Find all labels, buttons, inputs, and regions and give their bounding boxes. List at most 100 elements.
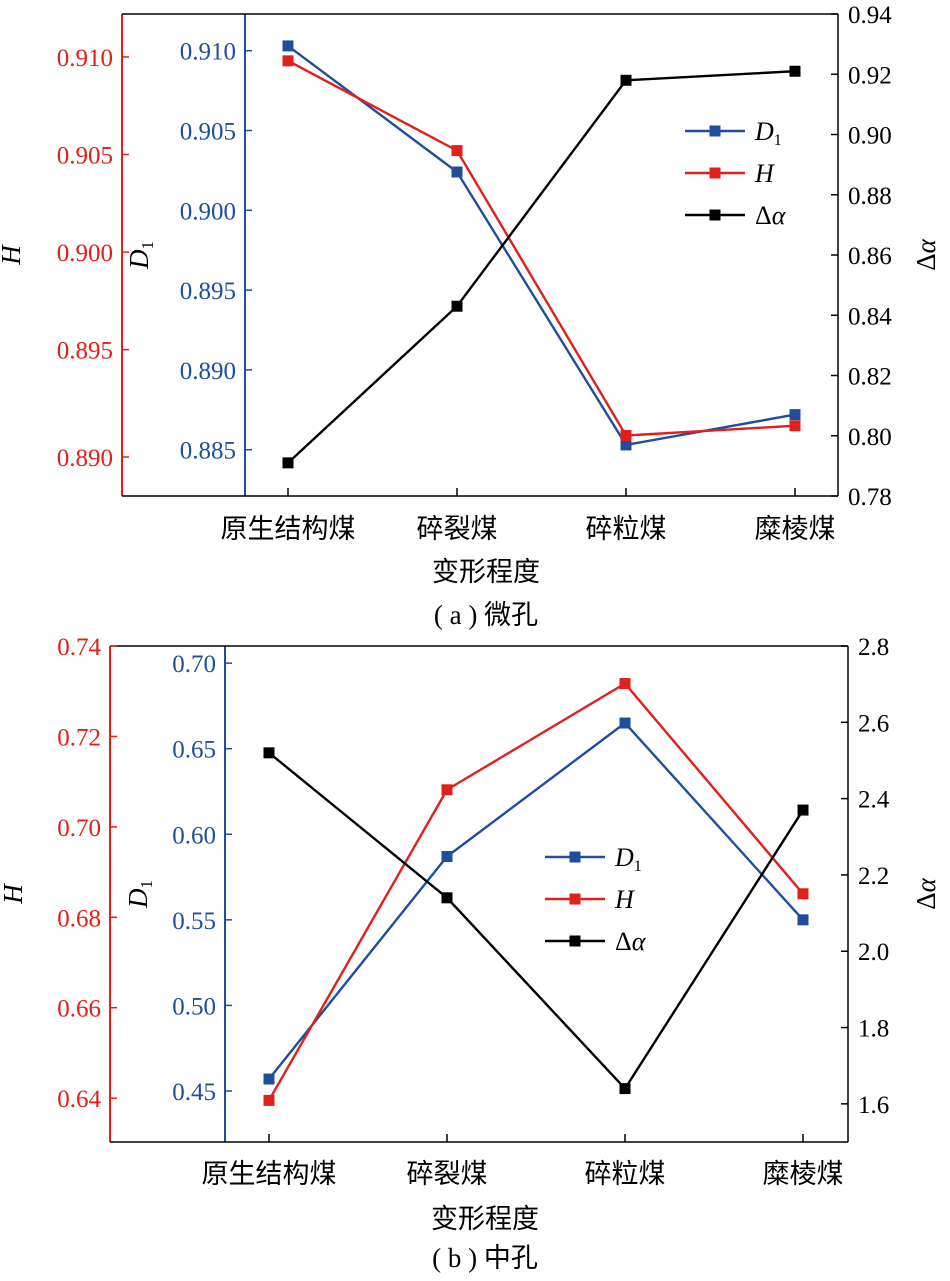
h-tick-label: 0.74 bbox=[57, 634, 101, 661]
h-tick-label: 0.64 bbox=[57, 1086, 101, 1113]
h-axis-title: H bbox=[0, 883, 28, 905]
data-point-delta-alpha bbox=[789, 65, 801, 77]
delta-alpha-tick-label: 0.84 bbox=[848, 303, 892, 330]
panel-caption: ( b ) 中孔 bbox=[432, 1243, 538, 1273]
h-tick-label: 0.900 bbox=[57, 240, 113, 267]
data-point-delta-alpha bbox=[451, 300, 463, 312]
h-tick-label: 0.70 bbox=[57, 815, 101, 842]
delta-alpha-tick-label: 2.2 bbox=[858, 863, 889, 890]
x-tick-label: 碎裂煤 bbox=[417, 514, 498, 544]
data-point-delta-alpha bbox=[282, 457, 294, 469]
delta-alpha-tick-label: 0.78 bbox=[848, 484, 892, 511]
legend-marker bbox=[709, 167, 721, 179]
data-point-h bbox=[789, 420, 801, 432]
data-point-h bbox=[620, 430, 632, 442]
h-tick-label: 0.895 bbox=[57, 338, 113, 365]
x-tick-label: 碎粒煤 bbox=[586, 514, 667, 544]
delta-alpha-tick-label: 2.6 bbox=[858, 710, 889, 737]
delta-alpha-tick-label: 2.8 bbox=[858, 634, 889, 661]
d1-axis-title: D1 bbox=[123, 880, 156, 909]
data-point-d1 bbox=[451, 166, 463, 178]
d1-tick-label: 0.890 bbox=[180, 358, 236, 385]
d1-tick-label: 0.65 bbox=[172, 737, 216, 764]
d1-tick-label: 0.50 bbox=[172, 993, 216, 1020]
delta-alpha-tick-label: 0.90 bbox=[848, 123, 892, 150]
d1-axis-title: D1 bbox=[124, 241, 157, 270]
d1-tick-label: 0.45 bbox=[172, 1079, 216, 1106]
delta-alpha-tick-label: 0.80 bbox=[848, 424, 892, 451]
data-point-delta-alpha bbox=[441, 892, 453, 904]
x-tick-label: 碎裂煤 bbox=[407, 1159, 488, 1189]
x-tick-label: 碎粒煤 bbox=[585, 1159, 666, 1189]
delta-alpha-tick-label: 1.8 bbox=[858, 1016, 889, 1043]
data-point-d1 bbox=[797, 914, 809, 926]
legend-marker bbox=[709, 125, 721, 137]
series-line-d1 bbox=[268, 721, 804, 1080]
h-tick-label: 0.66 bbox=[57, 996, 101, 1023]
legend-label: D1 bbox=[614, 843, 642, 875]
legend-marker bbox=[709, 209, 721, 221]
data-point-delta-alpha bbox=[620, 74, 632, 86]
legend-marker bbox=[569, 893, 581, 905]
d1-tick-label: 0.910 bbox=[180, 39, 236, 66]
data-point-h bbox=[282, 55, 294, 67]
legend: D1 H Δα bbox=[545, 843, 647, 956]
d1-tick-label: 0.905 bbox=[180, 119, 236, 146]
x-axis-title: 变形程度 bbox=[432, 557, 540, 587]
x-tick-label: 原生结构煤 bbox=[202, 1159, 337, 1189]
series-line-delta-alpha bbox=[268, 751, 805, 1091]
x-tick-label: 糜棱煤 bbox=[763, 1159, 844, 1189]
d1-tick-label: 0.70 bbox=[172, 651, 216, 678]
d1-tick-label: 0.60 bbox=[172, 822, 216, 849]
legend-label: H bbox=[614, 885, 635, 914]
series-line-d1 bbox=[287, 44, 796, 447]
series-line-delta-alpha bbox=[287, 70, 796, 464]
x-axis-title: 变形程度 bbox=[431, 1204, 539, 1234]
data-point-d1 bbox=[282, 40, 294, 52]
h-tick-label: 0.68 bbox=[57, 905, 101, 932]
legend: D1 H Δα bbox=[685, 117, 787, 230]
h-tick-label: 0.72 bbox=[57, 724, 101, 751]
delta-alpha-tick-label: 0.82 bbox=[848, 364, 892, 391]
data-point-delta-alpha bbox=[797, 804, 809, 816]
delta-alpha-axis-title: Δα bbox=[911, 877, 941, 909]
data-point-d1 bbox=[441, 851, 453, 863]
data-point-h bbox=[797, 888, 809, 900]
data-point-d1 bbox=[789, 409, 801, 421]
delta-alpha-tick-label: 0.92 bbox=[848, 62, 892, 89]
d1-tick-label: 0.885 bbox=[180, 438, 236, 465]
delta-alpha-tick-label: 0.88 bbox=[848, 183, 892, 210]
delta-alpha-axis-title: Δα bbox=[911, 238, 941, 270]
delta-alpha-tick-label: 2.0 bbox=[858, 939, 889, 966]
x-tick-label: 原生结构煤 bbox=[221, 514, 356, 544]
h-tick-label: 0.905 bbox=[57, 143, 113, 170]
legend-label: Δα bbox=[755, 201, 787, 230]
delta-alpha-tick-label: 0.86 bbox=[848, 243, 892, 270]
delta-alpha-tick-label: 2.4 bbox=[858, 787, 890, 814]
h-tick-label: 0.890 bbox=[57, 445, 113, 472]
data-point-h bbox=[619, 678, 631, 690]
legend-marker bbox=[569, 851, 581, 863]
data-point-delta-alpha bbox=[263, 747, 275, 759]
series-line-h bbox=[287, 59, 796, 437]
data-point-h bbox=[263, 1094, 275, 1106]
d1-tick-label: 0.900 bbox=[180, 198, 236, 225]
legend-marker bbox=[569, 935, 581, 947]
data-point-d1 bbox=[619, 717, 631, 729]
delta-alpha-tick-label: 0.94 bbox=[848, 2, 892, 29]
legend-label: D1 bbox=[754, 117, 782, 149]
data-point-d1 bbox=[263, 1073, 275, 1085]
panel-caption: ( a ) 微孔 bbox=[434, 600, 538, 630]
h-tick-label: 0.910 bbox=[57, 45, 113, 72]
legend-label: Δα bbox=[615, 927, 647, 956]
legend-label: H bbox=[754, 159, 775, 188]
data-point-h bbox=[441, 784, 453, 796]
series-line-h bbox=[267, 681, 804, 1101]
h-axis-title: H bbox=[0, 244, 26, 266]
data-point-d1 bbox=[620, 439, 632, 451]
delta-alpha-tick-label: 1.6 bbox=[858, 1092, 889, 1119]
d1-tick-label: 0.55 bbox=[172, 908, 216, 935]
